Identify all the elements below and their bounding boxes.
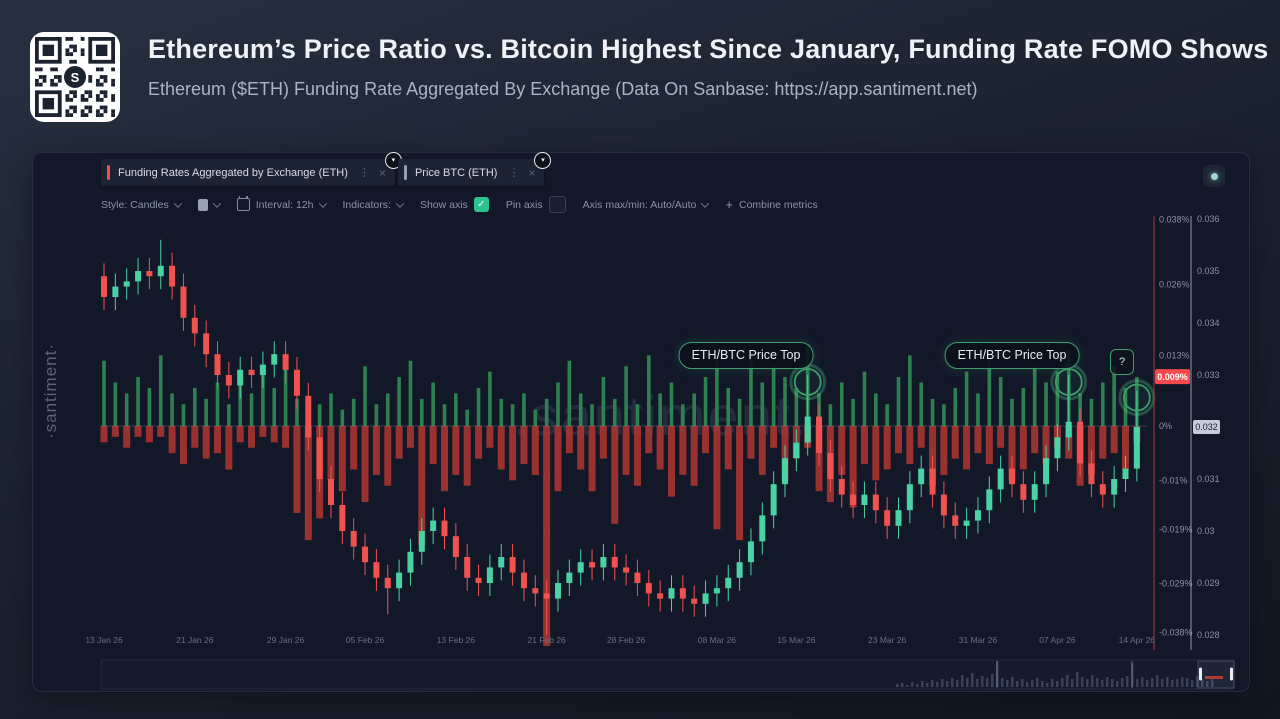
show-axis-label: Show axis <box>419 198 468 211</box>
style-label: Style: Candles <box>101 198 169 211</box>
timeline-minimap[interactable] <box>100 659 1235 690</box>
axis-maxmin-dropdown[interactable]: Axis max/min: Auto/Auto <box>582 198 710 211</box>
tab-price-btc[interactable]: Price BTC (ETH) ⋮ × ▾ <box>397 152 552 186</box>
candlestick-series <box>101 239 1140 635</box>
svg-text:29 Jan 26: 29 Jan 26 <box>267 635 305 645</box>
checkbox-checked-icon[interactable]: ✓ <box>473 197 489 212</box>
svg-text:15 Mar 26: 15 Mar 26 <box>777 635 816 645</box>
svg-text:23 Mar 26: 23 Mar 26 <box>868 635 907 645</box>
highlight-circles <box>789 363 1156 417</box>
price-last-badge <box>1193 420 1220 434</box>
svg-text:08 Mar 26: 08 Mar 26 <box>698 635 737 645</box>
chevron-down-icon <box>212 198 221 208</box>
svg-text:0.009%: 0.009% <box>1157 372 1188 382</box>
tab-funding-rates[interactable]: Funding Rates Aggregated by Exchange (ET… <box>101 152 402 186</box>
record-button[interactable] <box>1203 165 1225 187</box>
funding-tick: -0.019% <box>1159 524 1193 534</box>
annotation-price-top-1: ETH/BTC Price Top <box>678 342 814 369</box>
svg-text:28 Feb 26: 28 Feb 26 <box>607 635 646 645</box>
tab-label: Price BTC (ETH) <box>414 166 498 179</box>
price-tick: 0.028 <box>1197 630 1220 640</box>
annotation-price-top-2: ETH/BTC Price Top <box>944 342 1080 369</box>
svg-text:0.032: 0.032 <box>1195 422 1218 432</box>
close-icon[interactable]: × <box>378 165 386 180</box>
chart-panel: .santiment. 0.038% 0.026% 0.013% 0% -0.01% -0.… <box>32 152 1250 692</box>
plus-icon: + <box>725 197 733 212</box>
kebab-menu-icon[interactable]: ⋮ <box>508 167 520 179</box>
tab-accent-bar <box>403 165 407 180</box>
svg-text:31 Mar 26: 31 Mar 26 <box>959 635 998 645</box>
funding-tick: 0.013% <box>1159 350 1190 360</box>
price-tick: 0.029 <box>1197 578 1220 588</box>
funding-last-badge <box>1155 369 1190 385</box>
calendar-icon <box>236 196 250 211</box>
axis-toggle-badge-icon[interactable]: ▾ <box>534 152 552 169</box>
indicators-dropdown[interactable]: Indicators: <box>342 198 405 211</box>
chevron-down-icon <box>318 198 327 208</box>
page-title: Ethereum’s Price Ratio vs. Bitcoin Highe… <box>148 34 1269 64</box>
qr-code: S <box>35 37 115 117</box>
svg-text:21 Jan 26: 21 Jan 26 <box>176 635 214 645</box>
pin-axis-label: Pin axis <box>505 198 543 211</box>
funding-tick: -0.038% <box>1159 628 1193 638</box>
tab-accent-bar <box>107 165 110 180</box>
page-subtitle: Ethereum ($ETH) Funding Rate Aggregated … <box>148 79 978 99</box>
qr-card: S <box>30 32 120 122</box>
funding-tick: 0.026% <box>1159 280 1190 290</box>
funding-tick: 0.038% <box>1159 214 1190 224</box>
pin-axis-toggle[interactable]: Pin axis <box>506 196 566 213</box>
kebab-menu-icon[interactable]: ⋮ <box>358 167 370 179</box>
combine-metrics-button[interactable]: + Combine metrics <box>725 197 817 212</box>
price-tick: 0.035 <box>1197 266 1220 276</box>
svg-text:13 Feb 26: 13 Feb 26 <box>437 635 476 645</box>
price-tick: 0.036 <box>1197 214 1220 224</box>
interval-label: Interval: 12h <box>255 198 314 211</box>
funding-tick: -0.01% <box>1159 475 1188 485</box>
chevron-down-icon <box>701 198 710 208</box>
minimap-handle-right[interactable] <box>1230 667 1233 681</box>
svg-text:21 Feb 26: 21 Feb 26 <box>528 635 567 645</box>
svg-text:S: S <box>71 70 80 85</box>
annotation-question-marker: ? <box>1110 349 1134 375</box>
price-tick: 0.033 <box>1197 370 1220 380</box>
close-icon[interactable]: × <box>528 165 536 180</box>
svg-text:07 Apr 26: 07 Apr 26 <box>1039 635 1076 645</box>
interval-dropdown[interactable]: Interval: 12h <box>236 196 327 211</box>
svg-text:05 Feb 26: 05 Feb 26 <box>346 635 385 645</box>
style-dropdown[interactable]: Style: Candles <box>101 198 182 211</box>
funding-tick: -0.029% <box>1159 579 1193 589</box>
color-dropdown[interactable] <box>197 198 221 211</box>
chevron-down-icon <box>173 198 182 208</box>
show-axis-toggle[interactable]: Show axis ✓ <box>420 197 489 212</box>
record-dot-icon <box>1210 172 1218 180</box>
axis-maxmin-label: Axis max/min: Auto/Auto <box>582 198 697 211</box>
axis-toggle-badge-icon[interactable]: ▾ <box>384 152 402 169</box>
price-tick: 0.03 <box>1197 526 1215 536</box>
funding-tick: 0% <box>1159 421 1172 431</box>
checkbox-unchecked-icon[interactable] <box>548 196 566 213</box>
combine-metrics-label: Combine metrics <box>738 198 818 211</box>
minimap-selection[interactable] <box>1197 660 1235 689</box>
price-tick: 0.034 <box>1197 318 1220 328</box>
color-swatch <box>197 198 208 211</box>
tab-label: Funding Rates Aggregated by Exchange (ET… <box>118 166 348 179</box>
indicators-label: Indicators: <box>342 198 391 211</box>
svg-text:14 Apr 26: 14 Apr 26 <box>1119 635 1156 645</box>
price-tick: 0.031 <box>1197 474 1220 484</box>
watermark-left: ·santiment· <box>41 343 60 440</box>
metric-tabs: Funding Rates Aggregated by Exchange (ET… <box>101 152 552 186</box>
minimap-handle-left[interactable] <box>1199 667 1202 681</box>
svg-text:13 Jan 26: 13 Jan 26 <box>85 635 123 645</box>
chart-plot[interactable]: .santiment.0.038%0.026%0.013%0%-0.01%-0.… <box>33 153 1249 691</box>
chart-toolbar: Style: Candles Interval: 12h Indicators:… <box>101 196 818 213</box>
chevron-down-icon <box>395 198 405 208</box>
